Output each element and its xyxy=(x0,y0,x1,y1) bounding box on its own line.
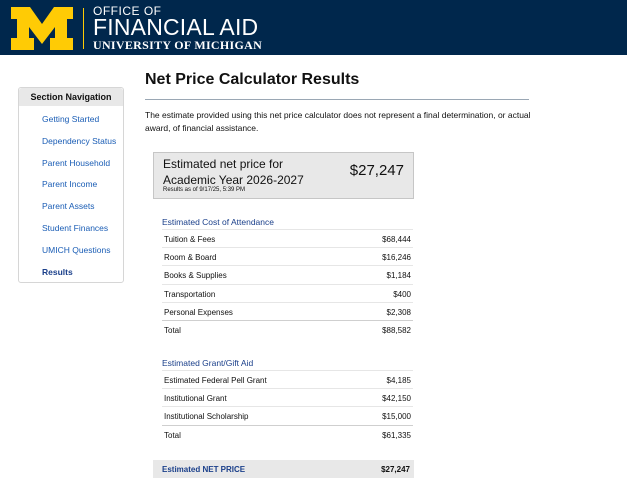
grant-gift-aid-table: Estimated Federal Pell Grant $4,185 Inst… xyxy=(162,370,413,443)
row-value: $42,150 xyxy=(382,394,411,404)
total-value: $61,335 xyxy=(382,430,411,440)
row-label: Personal Expenses xyxy=(164,307,233,317)
section-navigation-heading: Section Navigation xyxy=(19,88,123,106)
table-row: Room & Board $16,246 xyxy=(162,247,413,265)
cost-of-attendance-heading: Estimated Cost of Attendance xyxy=(162,217,274,227)
row-label: Transportation xyxy=(164,289,216,299)
row-label: Institutional Scholarship xyxy=(164,412,249,422)
grant-gift-aid-heading: Estimated Grant/Gift Aid xyxy=(162,358,254,368)
table-row: Estimated Federal Pell Grant $4,185 xyxy=(162,370,413,388)
row-value: $15,000 xyxy=(382,412,411,422)
results-timestamp: Results as of 9/17/25, 5:39 PM xyxy=(163,187,246,193)
nav-item-parent-assets[interactable]: Parent Assets xyxy=(42,201,95,212)
nav-item-student-finances[interactable]: Student Finances xyxy=(42,222,109,233)
disclaimer-text: The estimate provided using this net pri… xyxy=(145,110,531,133)
aid-total-row: Total $61,335 xyxy=(162,424,413,443)
logo-divider xyxy=(83,8,84,49)
table-row: Books & Supplies $1,184 xyxy=(162,265,413,283)
table-row: Personal Expenses $2,308 xyxy=(162,301,413,320)
total-label: Total xyxy=(164,325,181,335)
net-price-row: Estimated NET PRICE $27,247 xyxy=(153,460,414,478)
nav-item-results[interactable]: Results xyxy=(42,266,73,277)
title-divider xyxy=(145,99,529,100)
total-label: Total xyxy=(164,430,181,440)
financial-aid-title[interactable]: FINANCIAL AID xyxy=(93,14,259,40)
row-value: $16,246 xyxy=(382,253,411,263)
nav-item-parent-household[interactable]: Parent Household xyxy=(42,157,111,168)
nav-item-parent-income[interactable]: Parent Income xyxy=(42,179,98,190)
university-name: UNIVERSITY OF MICHIGAN xyxy=(93,38,263,52)
block-m-logo[interactable] xyxy=(11,7,73,50)
table-row: Transportation $400 xyxy=(162,283,413,302)
net-price-label: Estimated NET PRICE xyxy=(162,465,246,474)
summary-label: Estimated net price for Academic Year 20… xyxy=(163,157,304,187)
row-value: $1,184 xyxy=(386,271,411,281)
cost-total-row: Total $88,582 xyxy=(162,319,413,338)
total-value: $88,582 xyxy=(382,325,411,335)
page-title: Net Price Calculator Results xyxy=(145,71,360,88)
table-row: Tuition & Fees $68,444 xyxy=(162,229,413,247)
row-value: $2,308 xyxy=(386,307,411,317)
cost-of-attendance-table: Tuition & Fees $68,444 Room & Board $16,… xyxy=(162,229,413,338)
office-of-text: OFFICE OF xyxy=(93,4,162,18)
row-value: $400 xyxy=(393,289,411,299)
row-value: $68,444 xyxy=(382,235,411,244)
nav-item-dependency-status[interactable]: Dependency Status xyxy=(42,135,117,146)
nav-item-umich-questions[interactable]: UMICH Questions xyxy=(42,244,111,255)
table-row: Institutional Scholarship $15,000 xyxy=(162,406,413,424)
net-price-summary-box: Estimated net price for Academic Year 20… xyxy=(153,152,414,199)
row-label: Tuition & Fees xyxy=(164,235,216,244)
site-header: OFFICE OF FINANCIAL AID UNIVERSITY OF MI… xyxy=(0,0,627,55)
table-row: Institutional Grant $42,150 xyxy=(162,388,413,406)
row-value: $4,185 xyxy=(386,376,411,385)
net-price-value: $27,247 xyxy=(381,465,410,474)
row-label: Room & Board xyxy=(164,253,217,263)
nav-item-getting-started[interactable]: Getting Started xyxy=(42,114,100,124)
section-navigation: Section Navigation Getting Started Depen… xyxy=(18,87,124,283)
row-label: Estimated Federal Pell Grant xyxy=(164,376,267,385)
row-label: Institutional Grant xyxy=(164,394,227,404)
row-label: Books & Supplies xyxy=(164,271,227,281)
summary-net-price: $27,247 xyxy=(349,162,404,179)
